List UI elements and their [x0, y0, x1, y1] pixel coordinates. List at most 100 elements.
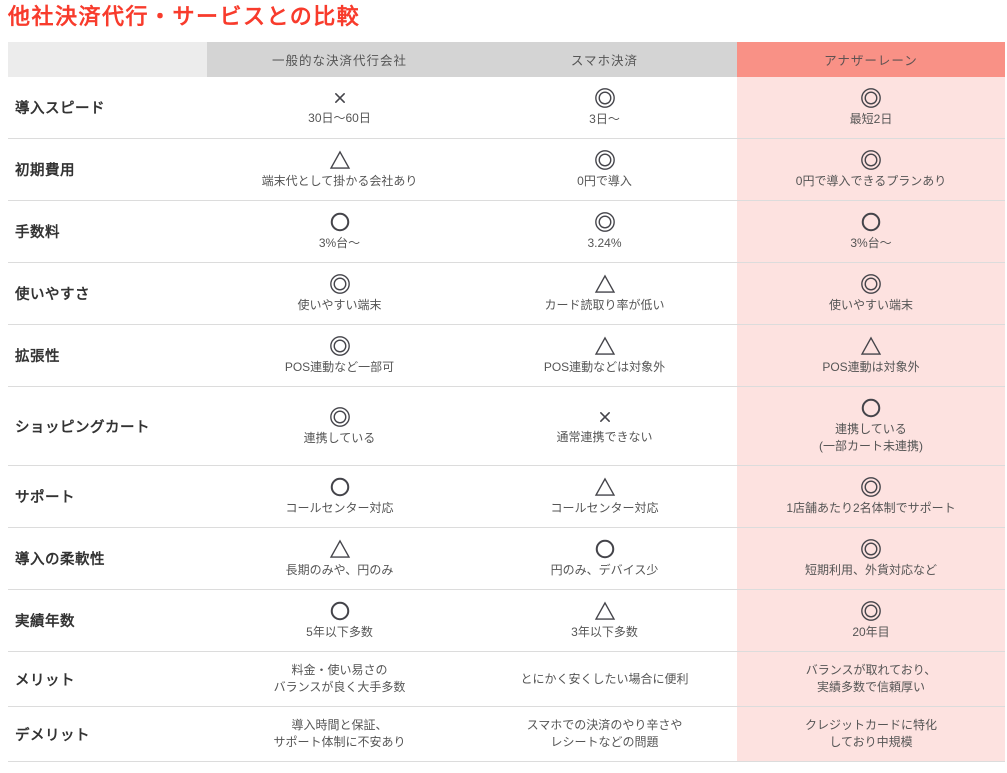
cell-text-line: サポート体制に不安あり — [273, 735, 406, 749]
page-title: 他社決済代行・サービスとの比較 — [8, 4, 361, 29]
table-cell: 使いやすい端末 — [207, 263, 472, 324]
cell-text-line: とにかく安くしたい場合に便利 — [520, 671, 689, 686]
table-cell: 長期のみや、円のみ — [207, 528, 472, 589]
cell-text-line: 20年目 — [852, 625, 890, 639]
cell-text-line: 30日〜60日 — [308, 111, 371, 125]
cell-text-line: (一部カート未連携) — [819, 439, 923, 453]
double-circle-icon — [861, 274, 881, 294]
table-header-row: 一般的な決済代行会社 スマホ決済 アナザーレーン — [8, 42, 1005, 77]
cell-text-line: POS連動など一部可 — [284, 360, 395, 374]
table-cell: 3.24% — [472, 201, 737, 262]
table-cell: 0円で導入 — [472, 139, 737, 200]
row-label: 初期費用 — [15, 163, 75, 179]
cell-text: 0円で導入 — [577, 173, 632, 190]
cell-text-line: 連携している — [835, 422, 907, 436]
cell-text: クレジットカードに特化 しており中規模 — [805, 717, 937, 751]
cell-text-line: スマホでの決済のやり辛さや — [526, 718, 683, 732]
double-circle-icon — [861, 88, 881, 108]
table-row: メリット 料金・使い易さの バランスが良く大手多数 とにかく安くしたい場合に便利 バラン… — [8, 652, 1005, 707]
circle-icon — [330, 212, 349, 232]
cell-text: 連携している (一部カート未連携) — [819, 421, 923, 455]
cell-text: 3.24% — [587, 235, 621, 252]
cell-text: 端末代として掛かる会社あり — [262, 173, 418, 190]
row-label: 実績年数 — [15, 614, 75, 630]
table-row: 拡張性 POS連動など一部可 POS連動などは対象外 POS連動は対象外 — [8, 325, 1005, 387]
cell-text-line: レシートなどの問題 — [550, 735, 659, 749]
table-cell: 1店舗あたり2名体制でサポート — [737, 466, 1005, 527]
cell-text: 短期利用、外貨対応など — [805, 562, 937, 579]
cell-text: カード読取り率が低い — [544, 297, 664, 314]
table-cell: クレジットカードに特化 しており中規模 — [737, 707, 1005, 761]
table-cell: 0円で導入できるプランあり — [737, 139, 1005, 200]
table-cell: スマホでの決済のやり辛さや レシートなどの問題 — [472, 707, 737, 761]
header-cell-anotherlane: アナザーレーン — [737, 42, 1005, 77]
cell-text-line: 5年以下多数 — [306, 625, 373, 639]
row-label: ショッピングカート — [15, 419, 150, 436]
cell-text-line: コールセンター対応 — [550, 501, 659, 515]
table-row: ショッピングカート 連携している 通常連携できない 連携している (一部カート未連携) — [8, 387, 1005, 466]
triangle-icon — [329, 150, 350, 169]
table-cell: コールセンター対応 — [207, 466, 472, 527]
table-cell: 30日〜60日 — [207, 77, 472, 138]
cell-text-line: 3年以下多数 — [571, 625, 638, 639]
row-label: 使いやすさ — [15, 287, 90, 303]
row-label: サポート — [15, 490, 75, 506]
cell-text: POS連動など一部可 — [285, 359, 394, 376]
table-cell: コールセンター対応 — [472, 466, 737, 527]
double-circle-icon — [861, 539, 881, 559]
cell-text-line: クレジットカードに特化 — [804, 718, 937, 732]
table-cell: 3%台〜 — [207, 201, 472, 262]
row-label: 手数料 — [15, 225, 60, 241]
row-label: デメリット — [15, 727, 90, 744]
circle-icon — [330, 477, 349, 497]
cross-icon — [599, 411, 610, 422]
double-circle-icon — [861, 477, 881, 497]
double-circle-icon — [329, 406, 350, 427]
table-cell: 5年以下多数 — [207, 590, 472, 651]
cell-text-line: 端末代として掛かる会社あり — [261, 174, 418, 188]
cell-text: コールセンター対応 — [550, 500, 658, 517]
cell-text-line: 1店舗あたり2名体制でサポート — [786, 501, 956, 515]
circle-icon — [595, 539, 614, 559]
cell-text: 3日〜 — [589, 111, 620, 128]
table-cell: POS連動は対象外 — [737, 325, 1005, 386]
table-cell: カード読取り率が低い — [472, 263, 737, 324]
double-circle-icon — [329, 336, 350, 356]
table-body: 導入スピード 30日〜60日 3日〜 最短2日 初期費用 端末代として掛かる会社あり 0円で… — [8, 77, 1005, 762]
comparison-table: 一般的な決済代行会社 スマホ決済 アナザーレーン 導入スピード 30日〜60日 3日… — [8, 42, 1005, 762]
table-cell: 端末代として掛かる会社あり — [207, 139, 472, 200]
cell-text: 円のみ、デバイス少 — [551, 562, 659, 579]
header-cell-general-agency: 一般的な決済代行会社 — [207, 42, 472, 77]
double-circle-icon — [861, 601, 881, 621]
cell-text-line: 長期のみや、円のみ — [285, 563, 394, 577]
cell-text: POS連動は対象外 — [822, 359, 919, 376]
cell-text-line: 3%台〜 — [318, 236, 361, 250]
header-cell-smartphone-payment: スマホ決済 — [472, 42, 737, 77]
cell-text: 通常連携できない — [556, 429, 652, 446]
cell-text: 連携している — [304, 430, 376, 447]
table-cell: POS連動などは対象外 — [472, 325, 737, 386]
table-cell: 通常連携できない — [472, 387, 737, 465]
table-cell: POS連動など一部可 — [207, 325, 472, 386]
cell-text: 3%台〜 — [850, 235, 891, 252]
row-label: 導入の柔軟性 — [15, 552, 105, 568]
triangle-icon — [329, 539, 350, 558]
cell-text-line: 0円で導入 — [577, 174, 632, 188]
row-label: 導入スピード — [15, 101, 105, 117]
table-cell: とにかく安くしたい場合に便利 — [472, 652, 737, 706]
triangle-icon — [594, 601, 615, 620]
circle-icon — [861, 398, 881, 418]
table-row: 使いやすさ 使いやすい端末 カード読取り率が低い 使いやすい端末 — [8, 263, 1005, 325]
cell-text: とにかく安くしたい場合に便利 — [520, 671, 688, 688]
cell-text: 導入時間と保証、 サポート体制に不安あり — [273, 717, 405, 751]
triangle-icon — [594, 477, 615, 496]
cell-text-line: POS連動などは対象外 — [543, 360, 666, 374]
cell-text-line: 0円で導入できるプランあり — [795, 174, 947, 188]
cell-text: 長期のみや、円のみ — [286, 562, 394, 579]
cell-text: バランスが取れており、 実績多数で信頼厚い — [806, 662, 937, 696]
double-circle-icon — [329, 274, 350, 294]
cell-text: 5年以下多数 — [306, 624, 373, 641]
cell-text: 使いやすい端末 — [297, 297, 381, 314]
table-cell: 使いやすい端末 — [737, 263, 1005, 324]
